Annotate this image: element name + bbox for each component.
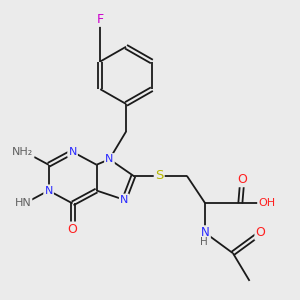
Text: S: S bbox=[155, 169, 164, 182]
Text: N: N bbox=[68, 147, 77, 157]
Text: N: N bbox=[201, 226, 210, 239]
Text: O: O bbox=[68, 223, 77, 236]
Text: NH₂: NH₂ bbox=[12, 147, 33, 157]
Text: O: O bbox=[256, 226, 266, 239]
Text: N: N bbox=[120, 195, 128, 205]
Text: H: H bbox=[200, 237, 207, 247]
Text: OH: OH bbox=[258, 199, 275, 208]
Text: HN: HN bbox=[14, 199, 31, 208]
Text: N: N bbox=[44, 186, 53, 196]
Text: O: O bbox=[237, 173, 247, 186]
Text: N: N bbox=[105, 154, 114, 164]
Text: F: F bbox=[97, 13, 104, 26]
